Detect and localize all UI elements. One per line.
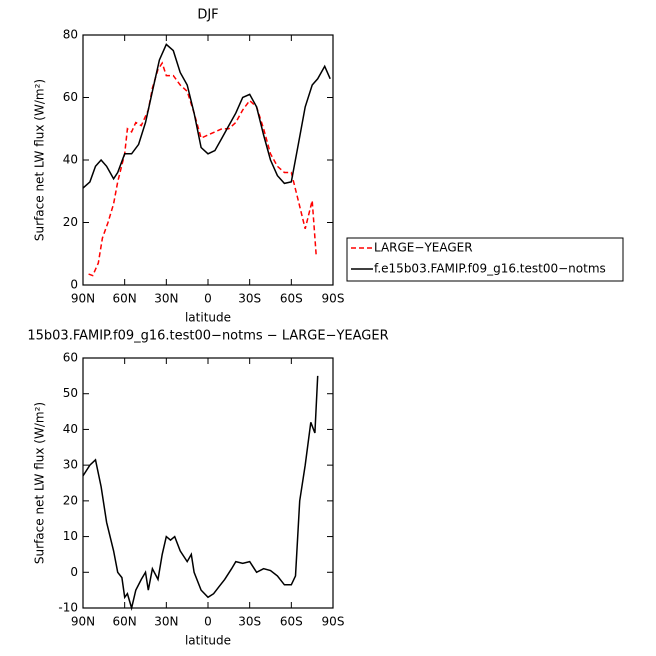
x-tick-label: 60N: [113, 615, 137, 629]
x-tick-label: 60S: [280, 615, 303, 629]
legend-box: [346, 237, 624, 282]
x-tick-label: 90S: [322, 292, 345, 306]
x-tick-label: 30N: [154, 292, 178, 306]
x-tick-label: 60N: [113, 292, 137, 306]
chart-title: 15b03.FAMIP.f09_g16.test00−notms − LARGE…: [27, 329, 388, 344]
y-tick-label: 20: [63, 493, 78, 507]
x-tick-label: 30N: [154, 615, 178, 629]
x-tick-label: 90S: [322, 615, 345, 629]
y-tick-label: 20: [63, 215, 78, 229]
y-tick-label: 60: [63, 90, 78, 104]
legend-label: f.e15b03.FAMIP.f09_g16.test00−notms: [374, 262, 606, 276]
x-tick-label: 30S: [238, 615, 261, 629]
data-line: [88, 61, 318, 277]
legend-label: LARGE−YEAGER: [374, 241, 473, 255]
y-tick-label: 30: [63, 458, 78, 472]
x-tick-label: 90N: [71, 615, 95, 629]
x-axis-label: latitude: [185, 311, 231, 325]
chart-title: DJF: [197, 8, 218, 23]
x-tick-label: 30S: [238, 292, 261, 306]
y-axis-label: Surface net LW flux (W/m²): [33, 402, 47, 564]
x-tick-label: 90N: [71, 292, 95, 306]
x-tick-label: 60S: [280, 292, 303, 306]
y-tick-label: 50: [63, 386, 78, 400]
y-tick-label: 40: [63, 422, 78, 436]
x-tick-label: 0: [204, 615, 212, 629]
y-tick-label: -10: [58, 601, 78, 615]
y-tick-label: 60: [63, 351, 78, 365]
y-tick-label: 80: [63, 28, 78, 42]
y-axis-label: Surface net LW flux (W/m²): [33, 79, 47, 241]
y-tick-label: 10: [63, 529, 78, 543]
y-tick-label: 0: [70, 565, 78, 579]
x-tick-label: 0: [204, 292, 212, 306]
data-line: [82, 43, 331, 189]
data-line: [82, 375, 319, 611]
y-tick-label: 0: [70, 278, 78, 292]
y-tick-label: 40: [63, 153, 78, 167]
x-axis-label: latitude: [185, 634, 231, 648]
